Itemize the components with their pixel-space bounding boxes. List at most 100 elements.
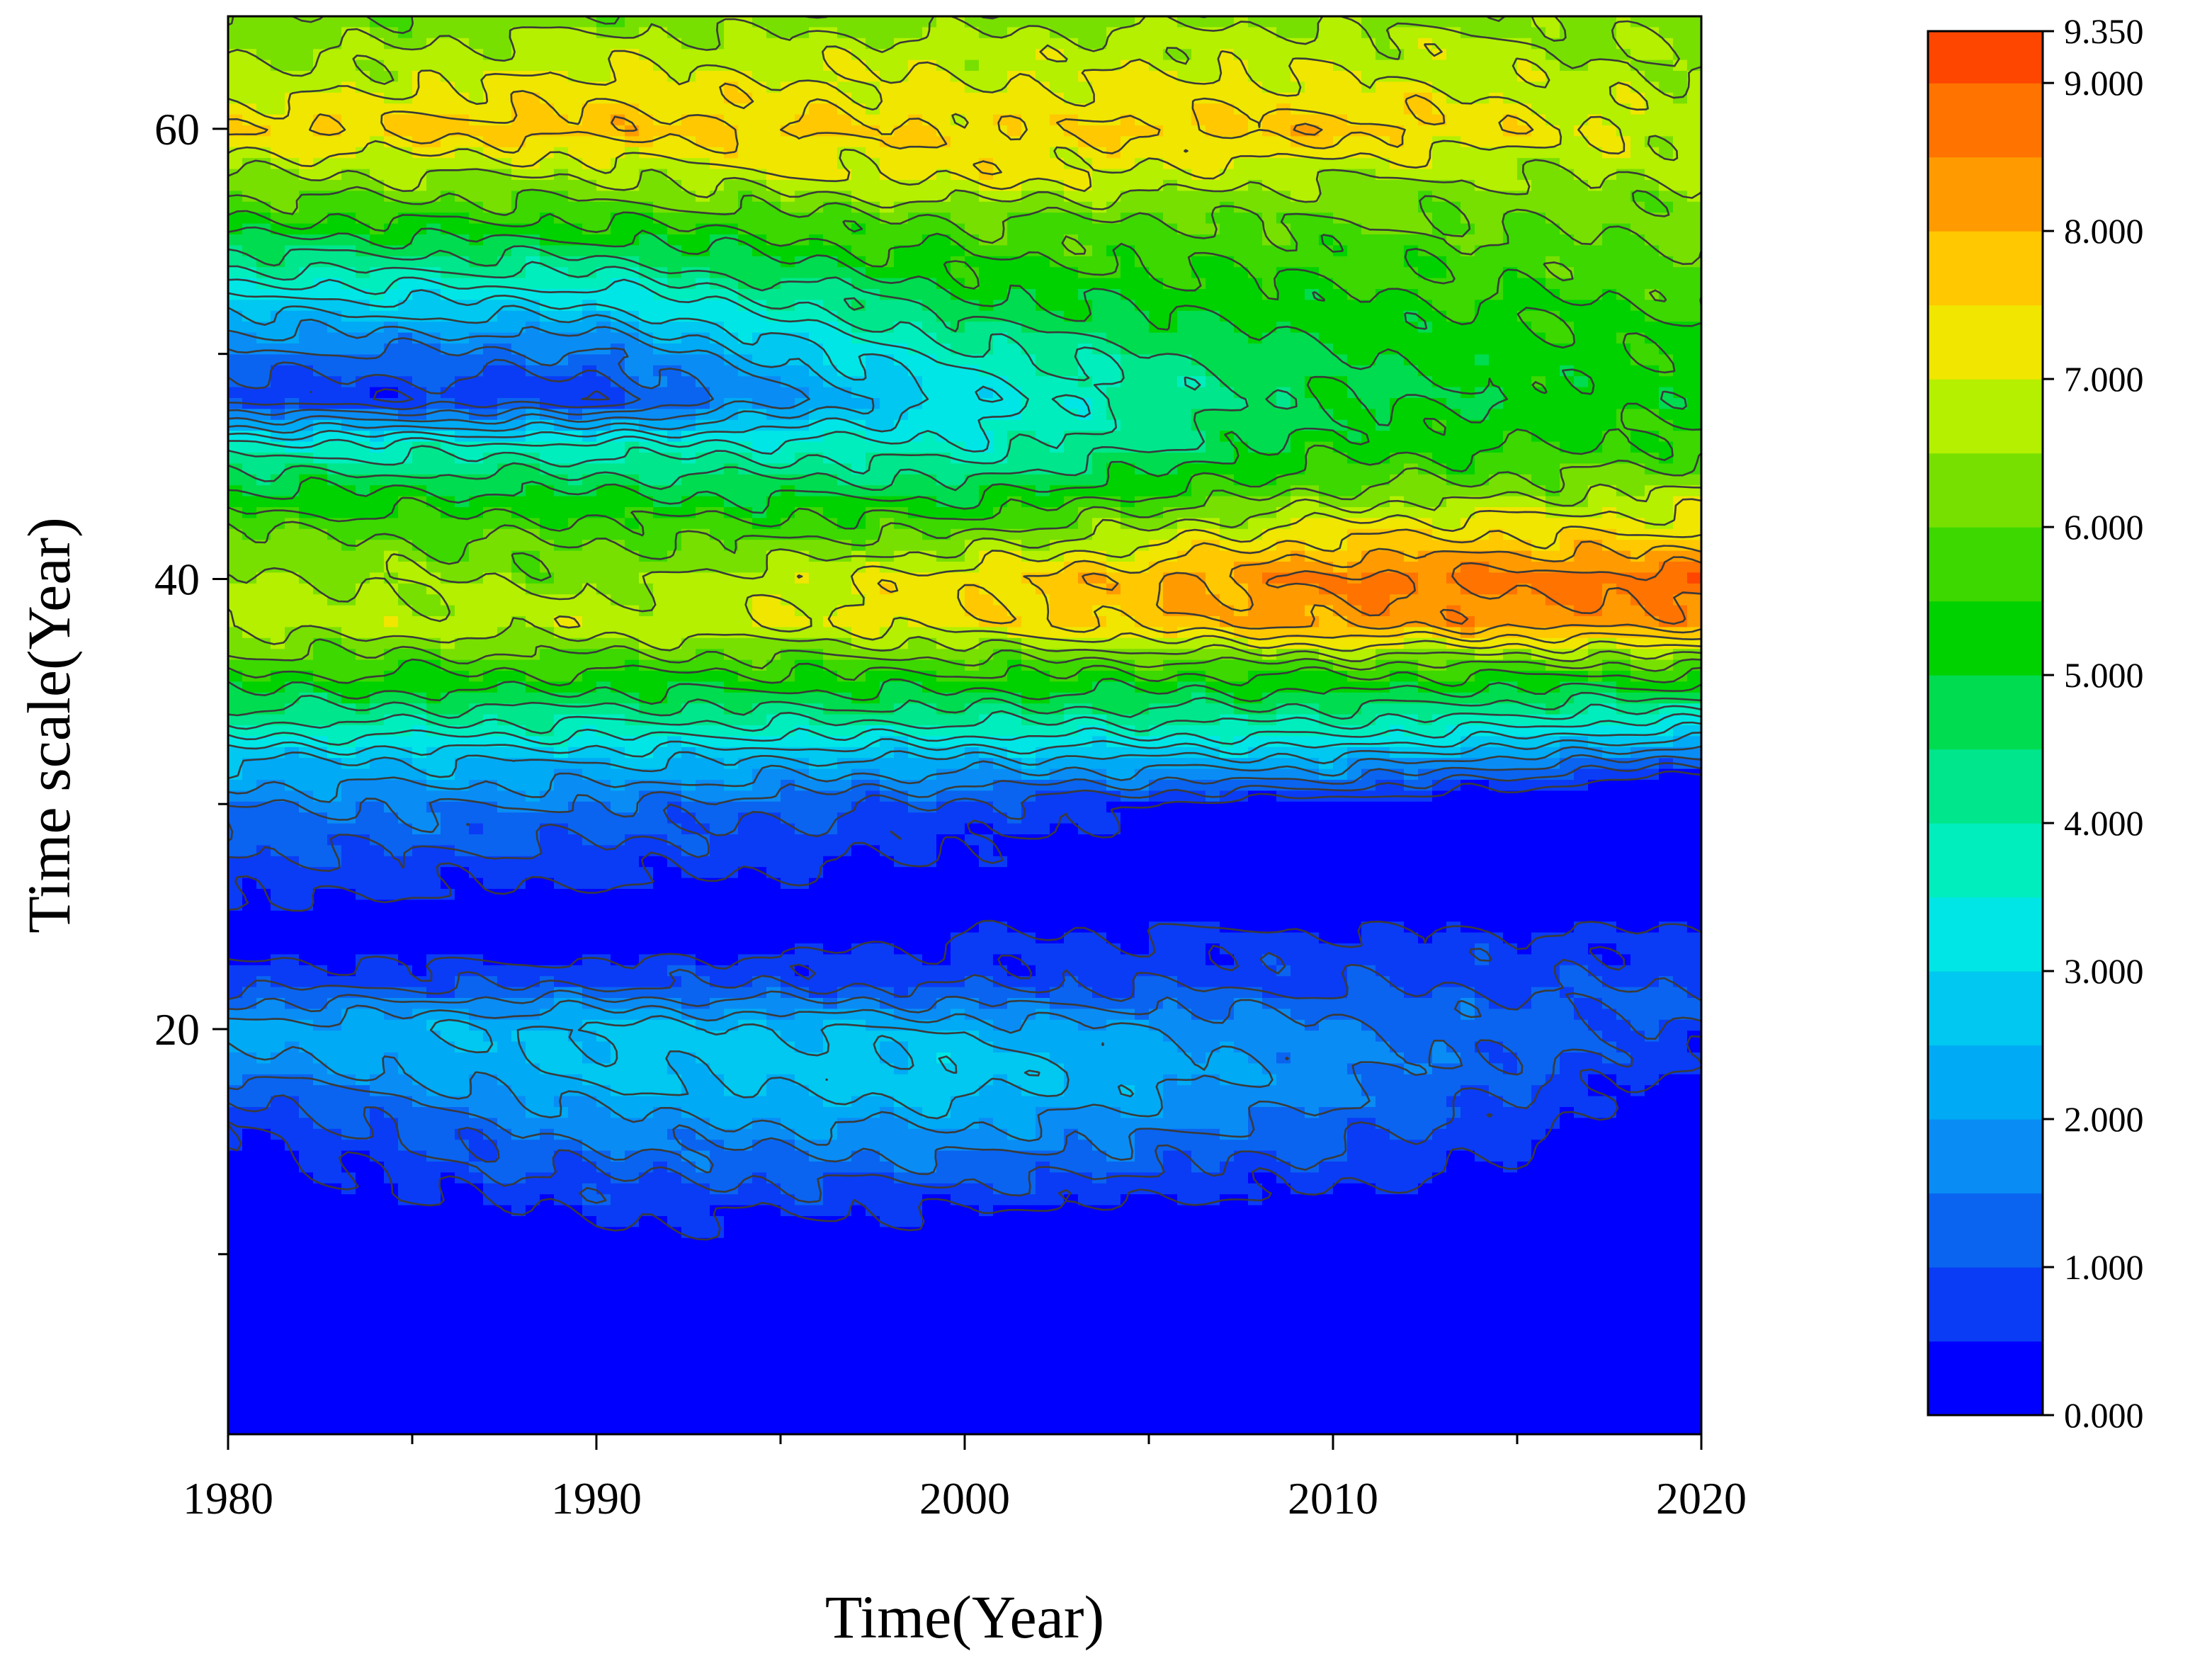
heatmap-cell — [526, 16, 540, 28]
heatmap-cell — [1149, 81, 1164, 93]
heatmap-cell — [1036, 81, 1050, 93]
heatmap-cell — [681, 27, 696, 38]
heatmap-cell — [1234, 93, 1249, 104]
heatmap-cell — [1390, 115, 1405, 126]
heatmap-cell — [1007, 103, 1022, 115]
heatmap-cell — [880, 27, 895, 38]
heatmap-cell — [526, 38, 540, 50]
heatmap-cell — [1333, 93, 1348, 104]
heatmap-cell — [1446, 125, 1461, 137]
heatmap-cell — [1687, 103, 1702, 115]
heatmap-cell — [1390, 103, 1405, 115]
heatmap-cell — [1135, 60, 1150, 72]
heatmap-cell — [993, 103, 1008, 115]
heatmap-cell — [781, 147, 795, 159]
heatmap-cell — [1645, 115, 1660, 126]
heatmap-cell — [568, 158, 583, 169]
heatmap-cell — [766, 103, 781, 115]
heatmap-cell — [1361, 103, 1376, 115]
heatmap-cell — [1588, 125, 1603, 137]
heatmap-cell — [1177, 147, 1192, 159]
heatmap-cell — [228, 103, 243, 115]
heatmap-cell — [1121, 49, 1135, 60]
heatmap-cell — [1347, 103, 1362, 115]
heatmap-cell — [1560, 147, 1575, 159]
heatmap-cell — [1036, 38, 1050, 50]
heatmap-cell — [1276, 71, 1291, 82]
heatmap-cell — [951, 49, 965, 60]
heatmap-cell — [1376, 81, 1390, 93]
heatmap-cell — [1432, 60, 1447, 72]
heatmap-cell — [1078, 125, 1093, 137]
heatmap-cell — [738, 115, 753, 126]
heatmap-cell — [851, 16, 866, 28]
heatmap-cell — [242, 60, 257, 72]
heatmap-cell — [965, 93, 980, 104]
heatmap-cell — [242, 147, 257, 159]
heatmap-cell — [1021, 115, 1036, 126]
heatmap-cell — [1121, 103, 1135, 115]
heatmap-cell — [497, 125, 512, 137]
heatmap-cell — [851, 136, 866, 147]
heatmap-cell — [951, 147, 965, 159]
heatmap-cell — [242, 16, 257, 28]
heatmap-cell — [681, 16, 696, 28]
heatmap-cell — [1574, 147, 1589, 159]
heatmap-cell — [1390, 27, 1405, 38]
heatmap-cell — [398, 71, 413, 82]
heatmap-cell — [426, 16, 441, 28]
heatmap-cell — [696, 103, 710, 115]
heatmap-cell — [1106, 93, 1121, 104]
heatmap-cell — [1659, 49, 1674, 60]
heatmap-cell — [653, 93, 668, 104]
heatmap-cell — [554, 93, 569, 104]
heatmap-cell — [696, 81, 710, 93]
heatmap-cell — [1036, 115, 1050, 126]
heatmap-cell — [1021, 93, 1036, 104]
heatmap-cell — [554, 16, 569, 28]
heatmap-cell — [809, 38, 824, 50]
heatmap-cell — [441, 115, 455, 126]
heatmap-cell — [1149, 147, 1164, 159]
heatmap-cell — [1007, 125, 1022, 137]
heatmap-cell — [1262, 16, 1277, 28]
heatmap-cell — [951, 71, 965, 82]
heatmap-cell — [1560, 81, 1575, 93]
heatmap-cell — [1503, 27, 1518, 38]
heatmap-cell — [497, 115, 512, 126]
heatmap-cell — [412, 49, 427, 60]
heatmap-cell — [979, 49, 994, 60]
heatmap-cell — [1475, 16, 1490, 28]
heatmap-cell — [1121, 93, 1135, 104]
heatmap-cell — [1291, 27, 1305, 38]
heatmap-cell — [1149, 136, 1164, 147]
heatmap-cell — [271, 27, 285, 38]
heatmap-cell — [993, 38, 1008, 50]
heatmap-cell — [1121, 81, 1135, 93]
heatmap-cell — [1361, 60, 1376, 72]
heatmap-cell — [356, 136, 370, 147]
heatmap-cell — [1177, 38, 1192, 50]
heatmap-cell — [1687, 16, 1702, 28]
heatmap-cell — [1248, 136, 1263, 147]
heatmap-cell — [625, 93, 640, 104]
heatmap-cell — [228, 60, 243, 72]
heatmap-cell — [1630, 147, 1645, 159]
heatmap-cell — [327, 27, 342, 38]
heatmap-cell — [370, 147, 385, 159]
heatmap-cell — [823, 125, 838, 137]
heatmap-cell — [851, 27, 866, 38]
heatmap-cell — [1333, 125, 1348, 137]
heatmap-cell — [837, 16, 852, 28]
heatmap-cell — [554, 81, 569, 93]
heatmap-cell — [639, 81, 654, 93]
heatmap-cell — [880, 16, 895, 28]
heatmap-cell — [1036, 147, 1050, 159]
heatmap-cell — [554, 27, 569, 38]
heatmap-cell — [837, 49, 852, 60]
heatmap-cell — [1376, 60, 1390, 72]
heatmap-cell — [1588, 93, 1603, 104]
heatmap-cell — [936, 81, 951, 93]
heatmap-cell — [412, 158, 427, 169]
heatmap-cell — [611, 38, 625, 50]
